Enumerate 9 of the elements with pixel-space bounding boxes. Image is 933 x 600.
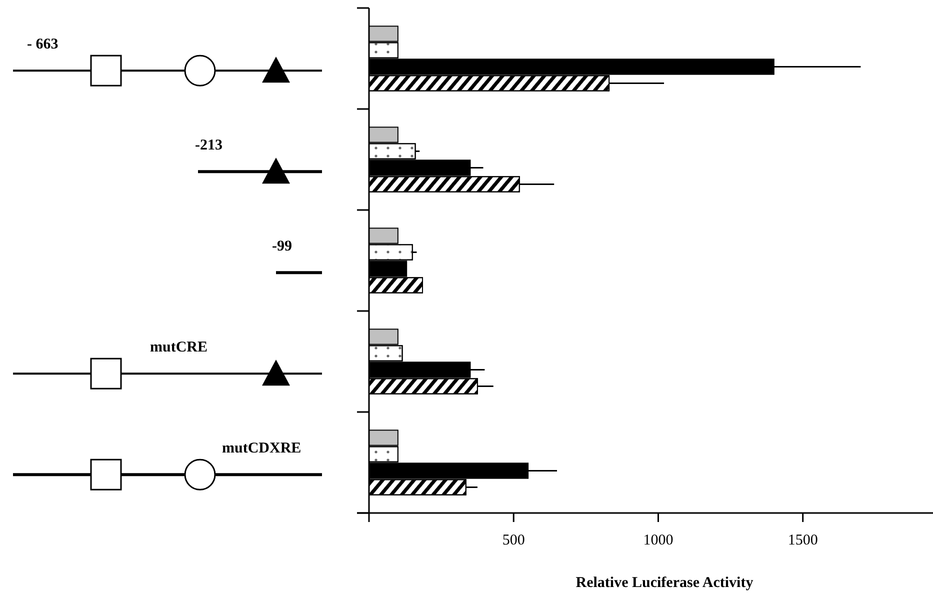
text: - 663 (27, 36, 58, 53)
text: mutCDXRE (222, 440, 302, 457)
x-tick-label: 1500 (788, 532, 818, 548)
x-tick-label: 500 (502, 532, 525, 548)
x-axis-title: Relative Luciferase Activity (576, 575, 754, 591)
x-tick-label: 1000 (643, 532, 674, 548)
text: mutCRE (150, 340, 208, 356)
text: -99 (272, 238, 292, 255)
text: -213 (195, 138, 222, 154)
